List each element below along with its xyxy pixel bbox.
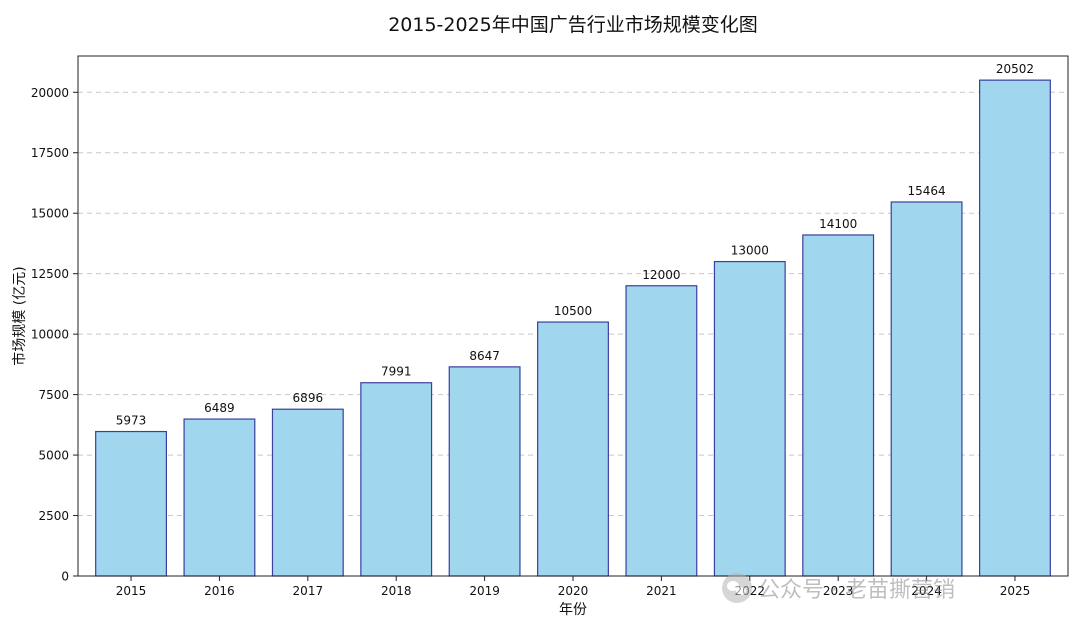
watermark-text: 公众号 · 老苗撕营销 [758,578,955,603]
bar-2021 [625,285,698,577]
y-tick-label: 0 [61,570,69,584]
bar-2018 [360,382,433,577]
y-tick-label: 20000 [31,86,69,100]
bar-2020 [537,321,609,577]
y-axis-label: 市场规模 (亿元) [11,266,28,365]
bar-2017 [271,408,344,577]
bar-2016 [183,418,256,577]
x-tick-label-2025: 2025 [1000,584,1031,598]
data-label-2016: 6489 [204,401,235,415]
x-axis-label: 年份 [559,602,587,618]
chart-title: 2015-2025年中国广告行业市场规模变化图 [388,14,758,36]
data-label-2019: 8647 [469,349,500,363]
x-tick-label-2018: 2018 [381,584,412,598]
y-tick-label: 12500 [31,267,69,281]
bar-2025 [979,79,1051,577]
data-label-2018: 7991 [381,365,412,379]
x-tick-label-2021: 2021 [646,584,677,598]
data-label-2024: 15464 [907,184,945,198]
data-label-2025: 20502 [996,62,1034,76]
x-tick-label-2023: 2023 [823,584,854,598]
bar-2023 [802,234,875,577]
plot-frame [77,55,1069,577]
watermark: 公众号 · 老苗撕营销 [722,570,955,606]
x-tick-label-2015: 2015 [116,584,147,598]
data-label-2022: 13000 [731,244,769,258]
x-axis-ticks: 2015201620172018201920202021202220232024… [116,576,1030,598]
data-label-2015: 5973 [116,414,147,428]
bar-2022 [713,260,786,577]
y-tick-label: 15000 [31,207,69,221]
x-tick-label-2020: 2020 [558,584,589,598]
x-tick-label-2016: 2016 [204,584,235,598]
x-tick-label-2017: 2017 [293,584,324,598]
data-label-2020: 10500 [554,304,592,318]
data-label-2017: 6896 [293,391,324,405]
bar-2024 [890,201,963,577]
x-tick-label-2019: 2019 [469,584,500,598]
y-tick-label: 10000 [31,328,69,342]
y-tick-label: 17500 [31,146,69,160]
y-tick-label: 7500 [38,388,69,402]
wechat-icon [722,573,752,603]
data-label-2023: 14100 [819,217,857,231]
y-axis-ticks: 0 2500 5000 7500 10000 12500 15000 17500 20000 [31,86,78,584]
data-labels: 5973 6489 6896 7991 8647 10500 12000 13000 14100… [116,62,1034,427]
bars [95,79,1051,577]
bar-2015 [95,430,167,577]
bar-2019 [448,366,521,577]
y-tick-label: 5000 [38,449,69,463]
x-tick-label-2024: 2024 [911,584,942,598]
y-tick-label: 2500 [38,509,69,523]
data-label-2021: 12000 [642,268,680,282]
